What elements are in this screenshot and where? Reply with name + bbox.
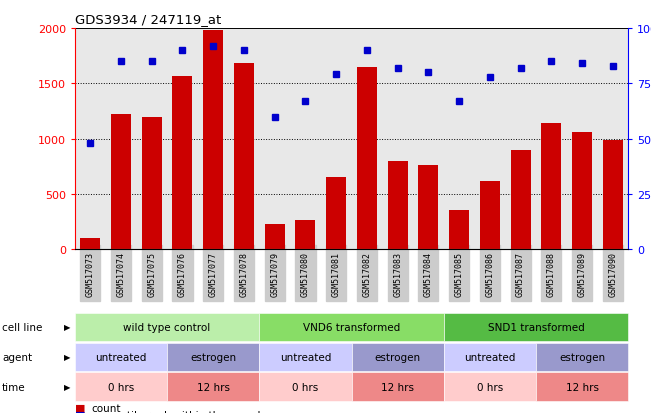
Bar: [111, 115, 131, 250]
Text: ■: ■: [75, 410, 85, 413]
Bar: [173, 76, 193, 250]
Text: 0 hrs: 0 hrs: [108, 382, 134, 392]
Bar: [419, 166, 438, 250]
Bar: [572, 133, 592, 250]
Bar: [480, 181, 500, 250]
Text: ▶: ▶: [64, 382, 70, 391]
Text: untreated: untreated: [280, 352, 331, 362]
Text: VND6 transformed: VND6 transformed: [303, 322, 400, 332]
Text: cell line: cell line: [2, 322, 42, 332]
Text: 0 hrs: 0 hrs: [292, 382, 318, 392]
Text: 12 hrs: 12 hrs: [197, 382, 230, 392]
Text: untreated: untreated: [464, 352, 516, 362]
Bar: [449, 210, 469, 250]
Text: estrogen: estrogen: [374, 352, 421, 362]
Text: estrogen: estrogen: [559, 352, 605, 362]
Text: 0 hrs: 0 hrs: [477, 382, 503, 392]
Bar: [603, 140, 623, 250]
Text: percentile rank within the sample: percentile rank within the sample: [91, 410, 267, 413]
Bar: [265, 224, 284, 250]
Bar: [357, 68, 377, 250]
Text: ▶: ▶: [64, 323, 70, 332]
Bar: [296, 220, 316, 250]
Text: 12 hrs: 12 hrs: [566, 382, 599, 392]
Bar: [542, 124, 561, 250]
Text: ■: ■: [75, 403, 85, 413]
Bar: [510, 150, 531, 250]
Bar: [326, 178, 346, 250]
Bar: [80, 239, 100, 250]
Text: count: count: [91, 403, 120, 413]
Text: SND1 transformed: SND1 transformed: [488, 322, 585, 332]
Bar: [142, 117, 161, 250]
Bar: [234, 64, 254, 250]
Text: ▶: ▶: [64, 352, 70, 361]
Text: agent: agent: [2, 352, 32, 362]
Text: 12 hrs: 12 hrs: [381, 382, 414, 392]
Text: wild type control: wild type control: [124, 322, 211, 332]
Text: GDS3934 / 247119_at: GDS3934 / 247119_at: [75, 13, 221, 26]
Text: estrogen: estrogen: [190, 352, 236, 362]
Text: untreated: untreated: [95, 352, 146, 362]
Text: time: time: [2, 382, 25, 392]
Bar: [387, 161, 408, 250]
Bar: [203, 31, 223, 250]
